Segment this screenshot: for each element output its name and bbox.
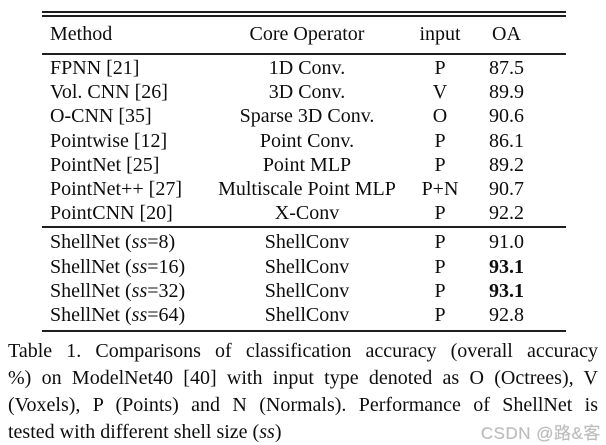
header-input: input: [419, 23, 461, 45]
method-cell: ShellNet (ss=16): [42, 256, 217, 279]
oa-cell: 92.2: [489, 202, 524, 225]
operator-cell: ShellConv: [264, 231, 350, 254]
operator-cell: X-Conv: [274, 202, 340, 225]
operator-cell: 3D Conv.: [268, 81, 346, 104]
input-cell: P: [434, 279, 446, 302]
input-cell: P+N: [421, 178, 459, 201]
method-text: =8): [147, 231, 176, 254]
input-cell: P: [434, 129, 446, 152]
method-text: ShellNet (: [50, 231, 132, 254]
table-section-shellnet: ShellNet (ss=8) ShellConv P 91.0 ShellNe…: [42, 228, 566, 330]
method-text: =16): [147, 255, 186, 278]
method-italic-ss: ss: [131, 231, 148, 254]
operator-cell: Point Conv.: [259, 129, 355, 152]
caption-line: tested with different shell size (ss): [8, 419, 598, 445]
method-italic-ss: ss: [131, 255, 148, 278]
table-row: PointCNN [20] X-Conv P 92.2: [42, 202, 566, 226]
method-text: ShellNet (: [50, 303, 132, 326]
method-text: ShellNet (: [50, 255, 132, 278]
input-cell: V: [432, 81, 448, 104]
section-divider-rule: [42, 225, 566, 228]
watermark: CSDN @路&客: [481, 424, 601, 443]
operator-cell: ShellConv: [264, 255, 350, 278]
input-cell: O: [432, 105, 448, 128]
table-bottom-rule: [42, 329, 566, 333]
results-table: Method Core Operator input OA FPNN [21] …: [42, 11, 566, 333]
caption-text: ): [274, 421, 282, 443]
method-cell: PointNet [25]: [50, 153, 160, 176]
method-cell: Pointwise [12]: [50, 129, 168, 152]
caption-line: %) on ModelNet40 [40] with input type de…: [8, 365, 598, 392]
method-cell: PointCNN [20]: [50, 202, 173, 225]
operator-cell: 1D Conv.: [268, 57, 346, 80]
header-operator: Core Operator: [249, 23, 365, 45]
oa-cell: 92.8: [489, 303, 524, 326]
input-cell: P: [434, 57, 446, 80]
table-row: PointNet [25] Point MLP P 89.2: [42, 153, 566, 177]
method-italic-ss: ss: [131, 279, 148, 302]
header-rule: [42, 52, 566, 55]
table-row: Vol. CNN [26] 3D Conv. V 89.9: [42, 81, 566, 105]
header-oa: OA: [492, 23, 521, 45]
method-cell: O-CNN [35]: [50, 105, 152, 128]
oa-cell: 91.0: [489, 231, 524, 254]
table-row: Pointwise [12] Point Conv. P 86.1: [42, 129, 566, 153]
operator-cell: Sparse 3D Conv.: [239, 105, 375, 128]
table-top-rule-outer: [42, 11, 566, 13]
caption-text: Table 1. Comparisons of classification a…: [8, 340, 598, 362]
method-text: =32): [147, 279, 186, 302]
method-cell: Vol. CNN [26]: [50, 81, 168, 104]
caption-text: %) on ModelNet40 [40] with input type de…: [8, 367, 598, 389]
caption-text: (Voxels), P (Points) and N (Normals). Pe…: [8, 394, 598, 416]
table-row: ShellNet (ss=16) ShellConv P 93.1: [42, 255, 566, 279]
oa-cell: 86.1: [489, 129, 524, 152]
operator-cell: ShellConv: [264, 303, 350, 326]
operator-cell: Multiscale Point MLP: [218, 178, 396, 201]
caption-line: Table 1. Comparisons of classification a…: [8, 338, 598, 365]
table-caption: Table 1. Comparisons of classification a…: [8, 338, 598, 445]
oa-cell: 87.5: [489, 57, 524, 80]
method-italic-ss: ss: [131, 303, 148, 326]
method-text: ShellNet (: [50, 279, 132, 302]
input-cell: P: [434, 202, 446, 225]
header-method: Method: [50, 23, 113, 45]
table-top-rule-inner: [42, 14, 566, 17]
method-cell: ShellNet (ss=32): [42, 280, 217, 303]
method-text: =64): [147, 303, 186, 326]
input-cell: P: [434, 231, 446, 254]
operator-cell: Point MLP: [262, 153, 352, 176]
table-row: ShellNet (ss=64) ShellConv P 92.8: [42, 303, 566, 327]
caption-text: tested with different shell size (: [8, 421, 260, 443]
method-cell: PointNet++ [27]: [50, 178, 182, 201]
table-row: ShellNet (ss=8) ShellConv P 91.0: [42, 231, 566, 255]
oa-cell: 89.2: [489, 153, 524, 176]
table-section-baselines: FPNN [21] 1D Conv. P 87.5 Vol. CNN [26] …: [42, 55, 566, 226]
table-row: O-CNN [35] Sparse 3D Conv. O 90.6: [42, 105, 566, 129]
table-top-rule-gap: [42, 12, 566, 15]
oa-cell: 90.7: [489, 178, 524, 201]
method-cell: FPNN [21]: [50, 57, 140, 80]
input-cell: P: [434, 153, 446, 176]
caption-line: (Voxels), P (Points) and N (Normals). Pe…: [8, 392, 598, 419]
oa-cell: 93.1: [489, 279, 524, 302]
input-cell: P: [434, 303, 446, 326]
oa-cell: 90.6: [489, 105, 524, 128]
table-row: ShellNet (ss=32) ShellConv P 93.1: [42, 279, 566, 303]
input-cell: P: [434, 255, 446, 278]
caption-italic-ss: ss: [259, 421, 275, 443]
oa-cell: 93.1: [489, 255, 524, 278]
table-row: PointNet++ [27] Multiscale Point MLP P+N…: [42, 177, 566, 201]
oa-cell: 89.9: [489, 81, 524, 104]
table-header-row: Method Core Operator input OA: [42, 17, 566, 53]
table-row: FPNN [21] 1D Conv. P 87.5: [42, 57, 566, 81]
method-cell: ShellNet (ss=8): [42, 231, 217, 254]
operator-cell: ShellConv: [264, 279, 350, 302]
method-cell: ShellNet (ss=64): [42, 304, 217, 327]
